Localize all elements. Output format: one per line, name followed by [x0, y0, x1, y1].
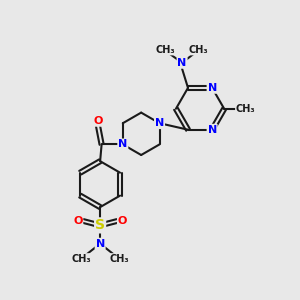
Text: N: N — [118, 140, 128, 149]
Text: N: N — [208, 83, 217, 93]
Text: CH₃: CH₃ — [71, 254, 91, 264]
Text: O: O — [118, 216, 127, 226]
Text: N: N — [155, 118, 164, 128]
Text: CH₃: CH₃ — [110, 254, 129, 264]
Text: CH₃: CH₃ — [155, 45, 175, 55]
Text: S: S — [95, 218, 105, 233]
Text: N: N — [208, 125, 217, 135]
Text: CH₃: CH₃ — [188, 45, 208, 55]
Text: O: O — [73, 216, 83, 226]
Text: N: N — [178, 58, 187, 68]
Text: N: N — [95, 238, 105, 249]
Text: O: O — [93, 116, 103, 126]
Text: CH₃: CH₃ — [236, 104, 256, 114]
